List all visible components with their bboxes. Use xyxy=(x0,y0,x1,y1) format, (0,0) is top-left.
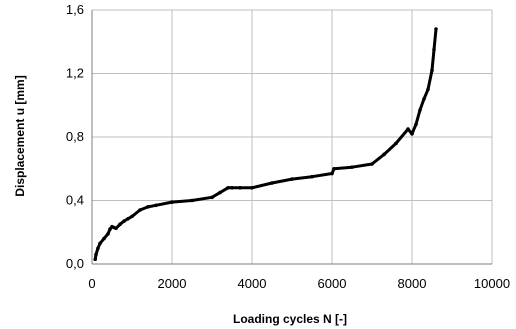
y-tick-label: 0,4 xyxy=(66,193,84,208)
data-point xyxy=(102,236,106,241)
series xyxy=(93,27,438,262)
data-point xyxy=(310,174,314,179)
data-point xyxy=(138,208,142,212)
y-axis-title: Displacement u [mm] xyxy=(13,75,27,196)
data-point xyxy=(370,162,374,166)
data-point xyxy=(414,122,418,127)
tick-labels: 0 2000 4000 6000 8000 10000 0,0 0,4 0,8 1,2 1,6 xyxy=(66,2,510,291)
y-tick-label: 0,8 xyxy=(66,129,84,144)
data-point xyxy=(96,246,100,250)
data-point xyxy=(106,232,110,236)
data-point xyxy=(190,198,194,203)
data-point xyxy=(426,87,430,92)
data-point xyxy=(230,186,234,190)
data-point xyxy=(218,190,222,195)
data-point xyxy=(126,216,130,221)
x-tick-label: 2000 xyxy=(158,276,187,291)
x-tick-label: 8000 xyxy=(398,276,427,291)
data-point xyxy=(122,219,126,223)
x-tick-label: 10000 xyxy=(474,276,510,291)
data-point xyxy=(350,165,354,169)
data-point xyxy=(332,166,336,171)
grid xyxy=(91,9,493,265)
data-point xyxy=(130,214,134,219)
data-point xyxy=(170,200,174,204)
data-point xyxy=(330,171,334,176)
y-tick-label: 1,6 xyxy=(66,2,84,17)
data-point xyxy=(250,186,254,190)
data-point xyxy=(154,203,158,208)
y-tick-label: 0,0 xyxy=(66,256,84,271)
x-axis-title: Loading cycles N [-] xyxy=(233,312,347,326)
data-point xyxy=(422,97,426,101)
x-tick-label: 6000 xyxy=(318,276,347,291)
data-point xyxy=(98,241,102,246)
data-point xyxy=(210,195,214,200)
data-point xyxy=(93,257,97,262)
data-point xyxy=(434,27,438,31)
data-point xyxy=(430,68,434,73)
data-point xyxy=(290,177,294,181)
y-tick-label: 1,2 xyxy=(66,66,84,81)
data-point xyxy=(382,152,386,157)
data-point xyxy=(238,186,242,190)
data-point xyxy=(394,141,398,146)
data-point xyxy=(146,205,150,209)
data-point xyxy=(94,252,98,257)
data-point xyxy=(418,108,422,112)
data-point xyxy=(406,127,410,131)
data-point xyxy=(410,132,414,136)
data-point xyxy=(270,181,274,185)
axes xyxy=(91,10,492,265)
x-tick-label: 4000 xyxy=(238,276,267,291)
x-tick-label: 0 xyxy=(88,276,95,291)
data-point xyxy=(118,222,122,227)
data-point xyxy=(108,227,112,231)
data-point xyxy=(432,47,436,52)
data-point xyxy=(226,186,230,190)
data-point xyxy=(114,226,118,231)
